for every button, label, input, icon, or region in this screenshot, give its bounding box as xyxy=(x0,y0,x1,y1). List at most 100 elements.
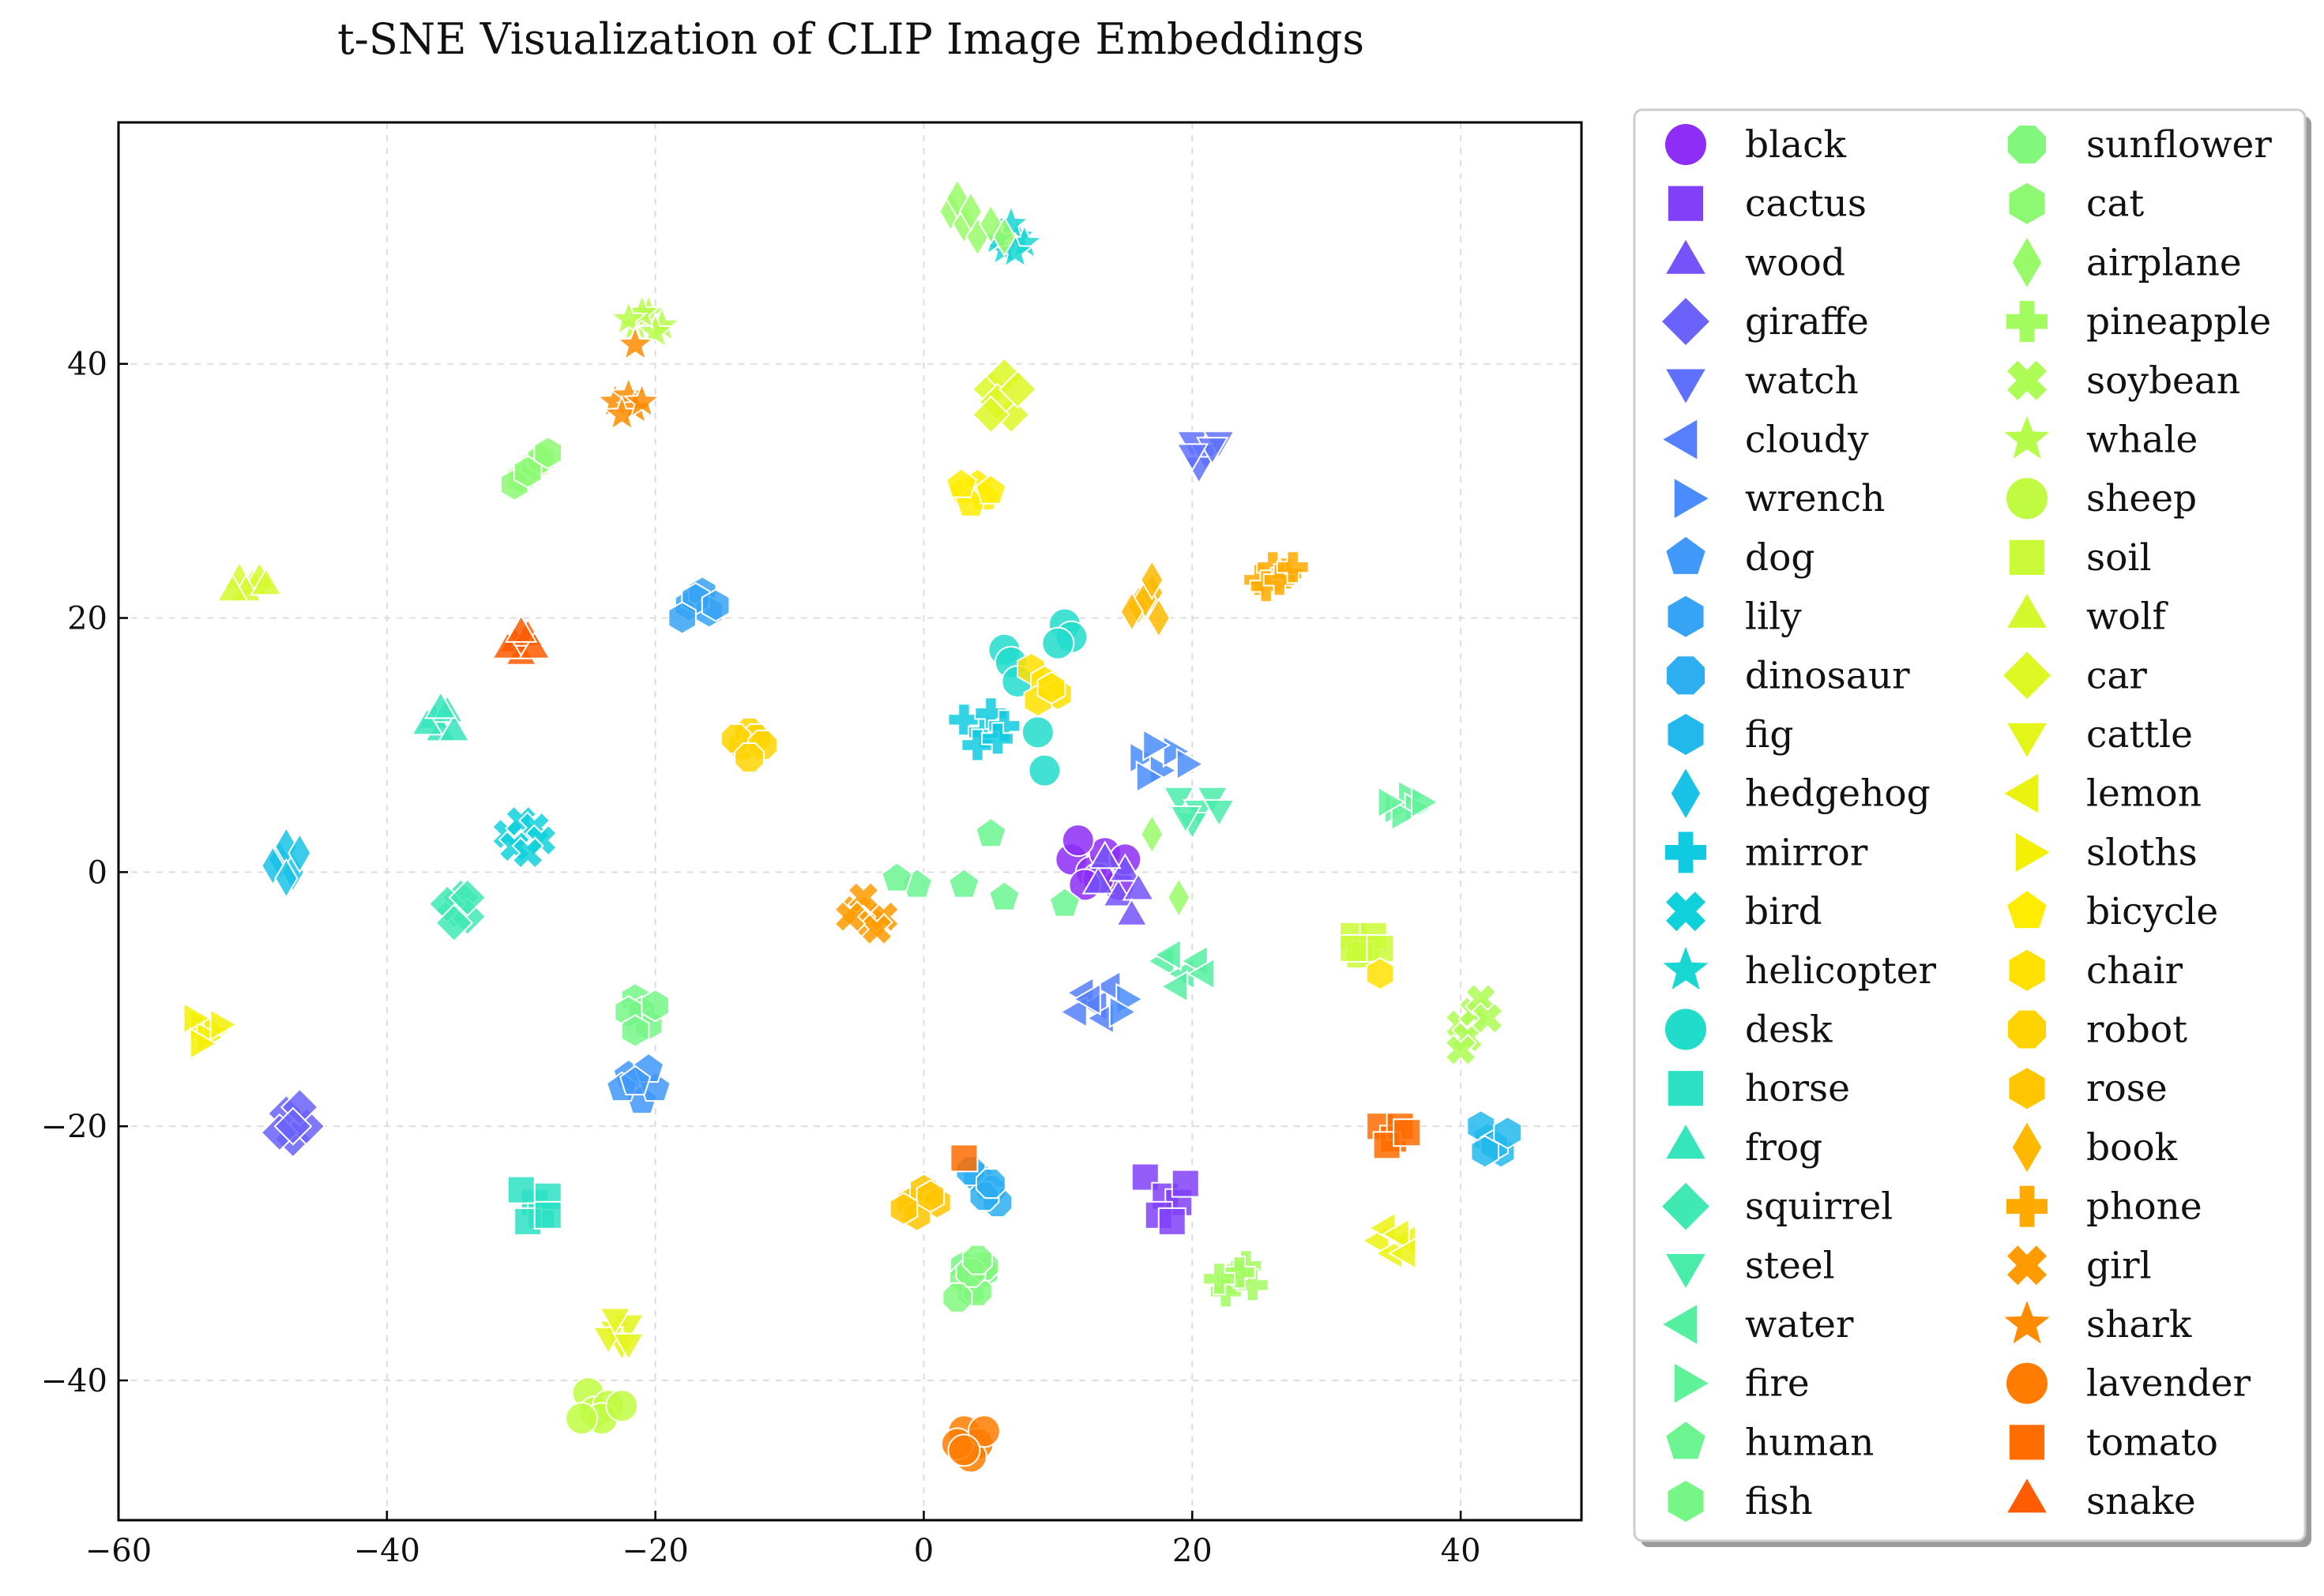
point-fire xyxy=(1390,798,1420,832)
legend-label-cloudy: cloudy xyxy=(1745,419,1869,462)
point-snake xyxy=(517,630,551,659)
legend-label-lily: lily xyxy=(1745,595,1802,639)
legend-marker-helicopter xyxy=(1663,946,1709,990)
x-tick-label: −60 xyxy=(85,1533,152,1569)
legend-marker-snake xyxy=(2007,1478,2047,1513)
point-tomato xyxy=(1393,1118,1422,1147)
legend-label-tomato: tomato xyxy=(2086,1421,2218,1464)
legend-marker-cattle xyxy=(2007,723,2047,757)
point-whale xyxy=(636,311,675,349)
legend-marker-lavender xyxy=(2006,1362,2048,1404)
point-phone xyxy=(1262,563,1296,597)
point-sheep xyxy=(605,1389,639,1423)
legend-label-dog: dog xyxy=(1745,536,1814,580)
y-tick-label: 20 xyxy=(67,601,107,637)
point-desk xyxy=(1041,626,1075,660)
point-whale xyxy=(609,299,649,336)
legend-box xyxy=(1633,108,2307,1542)
point-watch xyxy=(1175,443,1209,472)
point-water xyxy=(1186,957,1216,990)
point-cactus xyxy=(1157,1207,1186,1236)
point-cloudy xyxy=(1059,995,1088,1029)
legend-marker-robot xyxy=(2007,1010,2047,1049)
point-giraffe xyxy=(273,1106,313,1146)
legend-marker-wolf xyxy=(2007,594,2047,628)
point-fig xyxy=(1493,1116,1522,1150)
legend-label-bird: bird xyxy=(1745,890,1822,933)
x-tick-label: 20 xyxy=(1172,1533,1213,1569)
legend-marker-desk xyxy=(1665,1008,1706,1050)
legend-label-squirrel: squirrel xyxy=(1745,1185,1893,1229)
point-desk xyxy=(1028,753,1062,787)
point-squirrel xyxy=(448,878,487,917)
point-mirror xyxy=(980,722,1014,756)
point-soybean xyxy=(1471,1001,1504,1035)
point-wood xyxy=(1081,866,1115,895)
legend-label-lemon: lemon xyxy=(2086,772,2202,816)
legend-label-whale: whale xyxy=(2086,419,2198,462)
point-wrench xyxy=(1175,747,1205,781)
legend-label-book: book xyxy=(2086,1126,2178,1170)
point-sloths xyxy=(182,1001,212,1035)
point-tomato xyxy=(950,1143,979,1173)
legend-label-soybean: soybean xyxy=(2086,359,2240,403)
point-hedgehog xyxy=(288,832,312,874)
point-book xyxy=(1140,559,1164,601)
point-pineapple xyxy=(1209,1275,1243,1309)
legend-label-chair: chair xyxy=(2086,949,2183,993)
point-hedgehog xyxy=(274,858,299,899)
point-chair xyxy=(1365,956,1395,991)
point-cattle xyxy=(598,1307,632,1336)
legend-marker-lemon xyxy=(2004,773,2039,813)
legend-marker-human xyxy=(1666,1421,1705,1459)
legend-marker-lily xyxy=(1668,595,1704,637)
point-airplane xyxy=(1140,813,1164,855)
point-airplane xyxy=(992,216,1017,257)
point-water xyxy=(1153,938,1182,971)
legend-label-dinosaur: dinosaur xyxy=(1745,654,1910,697)
point-rose xyxy=(916,1179,946,1213)
point-sunflower xyxy=(942,1282,973,1313)
grid-lines xyxy=(118,122,1581,1520)
point-lavender xyxy=(947,1433,981,1467)
legend-label-desk: desk xyxy=(1745,1008,1833,1052)
point-dog xyxy=(619,1065,652,1096)
legend-label-fish: fish xyxy=(1745,1480,1813,1523)
point-water xyxy=(1160,970,1189,1003)
point-human xyxy=(1048,887,1081,918)
point-fire xyxy=(1411,786,1440,819)
point-frog xyxy=(424,690,457,719)
point-human xyxy=(881,862,913,892)
scatter-points xyxy=(182,178,1522,1474)
legend-marker-black xyxy=(1665,124,1706,165)
legend-marker-rose xyxy=(2009,1068,2045,1110)
point-cloudy xyxy=(1072,982,1101,1016)
legend-label-human: human xyxy=(1745,1421,1874,1464)
point-wood xyxy=(1089,840,1122,869)
legend-label-frog: frog xyxy=(1745,1126,1822,1170)
point-soybean xyxy=(1464,982,1498,1016)
point-airplane xyxy=(958,190,983,232)
point-wrench xyxy=(1108,995,1138,1029)
legend-marker-pineapple xyxy=(2006,301,2048,343)
legend-marker-car xyxy=(2003,652,2051,700)
point-snake xyxy=(504,614,538,643)
x-tick-label: 40 xyxy=(1441,1533,1481,1569)
legend-label-wolf: wolf xyxy=(2086,595,2169,639)
point-lily xyxy=(701,588,731,622)
legend-label-sunflower: sunflower xyxy=(2086,123,2272,167)
legend-label-soil: soil xyxy=(2086,536,2151,580)
point-cattle xyxy=(611,1332,645,1361)
legend-marker-sloths xyxy=(2015,832,2050,873)
legend-label-sloths: sloths xyxy=(2086,831,2198,874)
legend-marker-chair xyxy=(2009,949,2045,991)
point-chair xyxy=(1036,670,1066,705)
point-snake xyxy=(491,630,525,659)
x-tick-label: −20 xyxy=(622,1533,688,1569)
legend: black cactus wood giraffe watch cloudy wrench d… xyxy=(1633,108,2311,1547)
legend-label-cactus: cactus xyxy=(1745,182,1867,226)
x-tick-label: 0 xyxy=(914,1533,934,1569)
legend-label-car: car xyxy=(2086,654,2147,697)
point-bicycle xyxy=(945,468,978,498)
point-fig xyxy=(1470,1135,1500,1169)
